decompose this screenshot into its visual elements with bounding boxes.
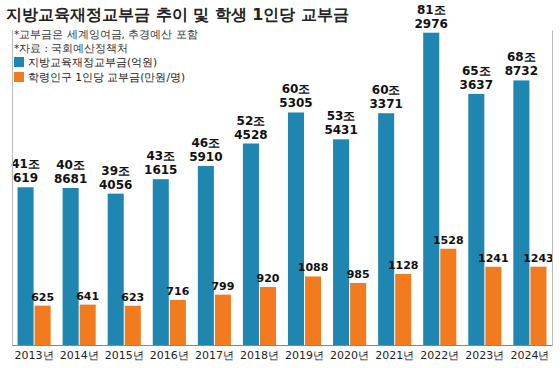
- x-tick: 2018년: [240, 345, 279, 362]
- data-label: 81조2976: [415, 3, 448, 31]
- x-tick: 2015년: [105, 345, 144, 362]
- legend-swatch: [14, 72, 24, 82]
- data-label: 920: [257, 272, 280, 285]
- x-tick: 2019년: [285, 345, 324, 362]
- x-tick-label: 2015년: [105, 349, 144, 362]
- y-axis: [12, 31, 13, 346]
- plot-area: [18, 33, 547, 345]
- x-tick: 2024년: [510, 345, 549, 362]
- bar: [215, 295, 231, 345]
- chart-svg: 지방교육재정교부금 추이 및 학생 1인당 교부금 *교부금은 세계잉여금, 추경…: [0, 0, 560, 368]
- title: 지방교육재정교부금 추이 및 학생 1인당 교부금: [6, 5, 349, 24]
- data-label: 1241: [478, 252, 509, 265]
- bar: [125, 306, 141, 345]
- bar: [485, 267, 501, 345]
- data-label: 43조1615: [144, 149, 177, 177]
- x-tick-label: 2021년: [375, 349, 414, 362]
- x-axis-line: [13, 345, 553, 346]
- x-tick-label: 2023년: [465, 349, 504, 362]
- bar: [260, 287, 276, 345]
- bar: [35, 306, 51, 345]
- bar: [288, 112, 304, 345]
- data-label: 53조5431: [324, 109, 357, 137]
- legend-label: 지방교육재정교부금(억원): [28, 56, 157, 68]
- data-label: 41조619: [11, 157, 40, 185]
- bar: [530, 267, 546, 345]
- data-label: 46조5910: [189, 136, 222, 164]
- x-tick: 2013년: [15, 345, 54, 362]
- bar: [378, 113, 394, 345]
- x-tick-label: 2018년: [240, 349, 279, 362]
- data-label: 52조4528: [234, 114, 267, 142]
- data-label: 40조8681: [54, 158, 87, 186]
- bar: [440, 249, 456, 345]
- data-label: 60조3371: [369, 83, 402, 111]
- x-tick-label: 2022년: [420, 349, 459, 362]
- bar: [423, 33, 439, 345]
- chart-container: 지방교육재정교부금 추이 및 학생 1인당 교부금 *교부금은 세계잉여금, 추경…: [0, 0, 560, 368]
- x-tick-label: 2024년: [510, 349, 549, 362]
- x-tick: 2022년: [420, 345, 459, 362]
- data-label: 1243: [523, 252, 554, 265]
- x-tick: 2017년: [195, 345, 234, 362]
- data-label: 1128: [388, 259, 419, 272]
- x-tick-label: 2014년: [60, 349, 99, 362]
- data-label: 641: [76, 290, 99, 303]
- bar: [395, 274, 411, 345]
- bar: [305, 276, 321, 345]
- y2-axis: [552, 31, 553, 346]
- x-tick: 2023년: [465, 345, 504, 362]
- x-tick-label: 2013년: [15, 349, 54, 362]
- data-labels: 41조619 40조8681 39조4056 43조1615 46조5910 52조452…: [11, 3, 554, 304]
- data-label: 1088: [298, 261, 329, 274]
- bar: [18, 187, 34, 345]
- y-axis-line: [12, 31, 13, 346]
- data-label: 68조8732: [505, 50, 538, 78]
- data-label: 799: [211, 280, 234, 293]
- x-tick-label: 2016년: [150, 349, 189, 362]
- bar: [513, 80, 529, 345]
- x-tick-label: 2020년: [330, 349, 369, 362]
- bar: [63, 188, 79, 345]
- data-label: 60조5305: [279, 82, 312, 110]
- data-label: 623: [121, 291, 144, 304]
- bar: [153, 179, 169, 345]
- bar: [80, 305, 96, 345]
- legend-swatch: [14, 57, 24, 67]
- annotation: *교부금은 세계잉여금, 추경예산 포함: [14, 28, 198, 40]
- data-label: 985: [347, 268, 370, 281]
- x-axis: 2013년 2014년 2015년 2016년 2017년 2018년 2019년 2020년…: [13, 345, 553, 362]
- bar: [243, 144, 259, 345]
- y2-axis-line: [552, 31, 553, 346]
- x-tick: 2016년: [150, 345, 189, 362]
- data-label: 65조3637: [460, 64, 493, 92]
- x-tick-label: 2017년: [195, 349, 234, 362]
- annotation: *자료 : 국회예산정책처: [14, 42, 128, 54]
- bar: [170, 300, 186, 345]
- x-tick-label: 2019년: [285, 349, 324, 362]
- data-label: 716: [166, 285, 189, 298]
- x-tick: 2020년: [330, 345, 369, 362]
- bar: [198, 166, 214, 345]
- x-tick: 2014년: [60, 345, 99, 362]
- bar: [108, 194, 124, 345]
- data-label: 625: [31, 291, 54, 304]
- data-label: 1528: [433, 234, 464, 247]
- legend: 지방교육재정교부금(억원) 학령인구 1인당 교부금(만원/명): [14, 56, 185, 83]
- data-label: 39조4056: [99, 164, 132, 192]
- bar: [333, 139, 349, 345]
- x-tick: 2021년: [375, 345, 414, 362]
- bar: [350, 283, 366, 345]
- legend-label: 학령인구 1인당 교부금(만원/명): [28, 71, 185, 83]
- bar: [468, 94, 484, 345]
